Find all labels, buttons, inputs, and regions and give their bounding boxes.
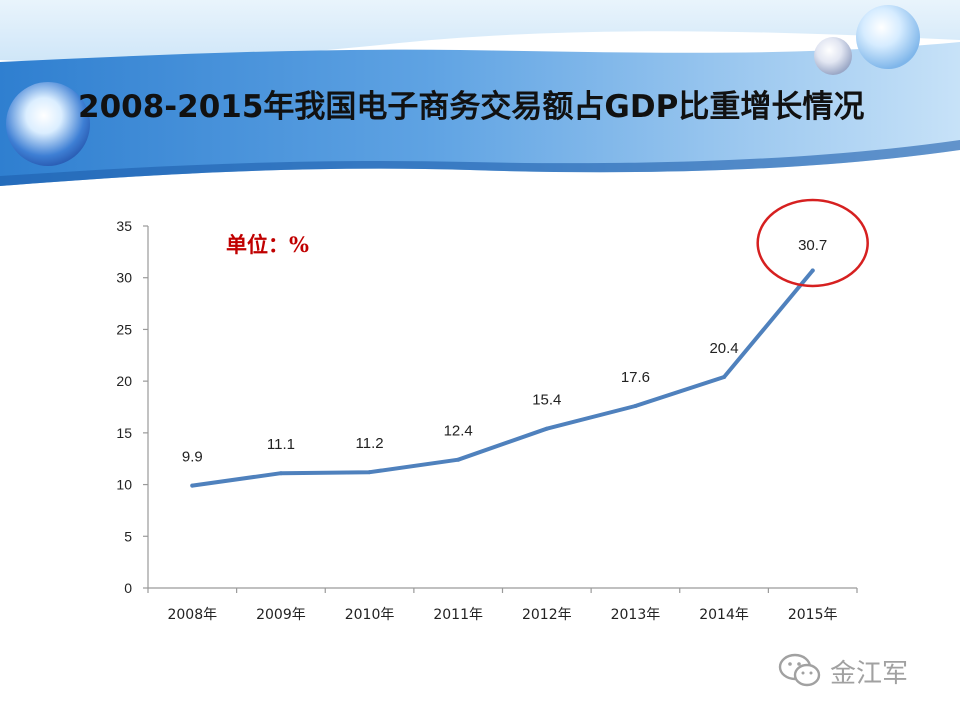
- chart-unit-label: 单位：%: [226, 232, 309, 257]
- data-point: [190, 483, 195, 488]
- data-point: [722, 375, 727, 380]
- decorative-bubble-icon: [6, 82, 90, 166]
- x-tick-label: 2015年: [788, 607, 838, 623]
- data-point: [544, 426, 549, 431]
- decorative-bubble-icon: [814, 37, 852, 75]
- x-tick-label: 2008年: [167, 607, 217, 623]
- x-tick-label: 2014年: [699, 607, 749, 623]
- y-tick-label: 25: [116, 321, 132, 337]
- y-tick-label: 35: [116, 218, 132, 234]
- watermark: 金江军: [778, 651, 908, 691]
- series-line: [190, 268, 815, 488]
- data-label: 12.4: [444, 423, 473, 440]
- data-point: [633, 403, 638, 408]
- data-point: [810, 268, 815, 273]
- y-tick-label: 0: [124, 580, 132, 596]
- y-tick-label: 20: [116, 373, 132, 389]
- data-label: 11.1: [267, 436, 295, 453]
- y-tick-label: 30: [116, 270, 132, 286]
- data-point: [278, 471, 283, 476]
- x-tick-label: 2013年: [611, 607, 661, 623]
- data-point: [367, 470, 372, 475]
- x-tick-label: 2010年: [345, 607, 395, 623]
- data-label: 15.4: [532, 392, 561, 409]
- y-tick-label: 15: [116, 425, 132, 441]
- highlight-circle: [756, 198, 869, 288]
- data-label: 11.2: [356, 435, 384, 452]
- data-label: 17.6: [621, 369, 650, 386]
- header-banner: [0, 0, 960, 190]
- y-tick-label: 10: [116, 477, 132, 493]
- x-tick-label: 2011年: [433, 607, 483, 623]
- x-tick-label: 2009年: [256, 607, 306, 623]
- decorative-bubble-icon: [856, 5, 920, 69]
- data-label: 30.7: [798, 237, 827, 254]
- y-tick-label: 5: [124, 528, 132, 544]
- x-tick-label: 2012年: [522, 607, 572, 623]
- data-label: 9.9: [182, 449, 203, 466]
- watermark-text: 金江军: [830, 658, 909, 689]
- wechat-icon: [778, 653, 821, 687]
- data-label: 20.4: [709, 340, 738, 357]
- data-point: [456, 457, 461, 462]
- slide-title: 2008-2015年我国电子商务交易额占GDP比重增长情况: [78, 89, 865, 125]
